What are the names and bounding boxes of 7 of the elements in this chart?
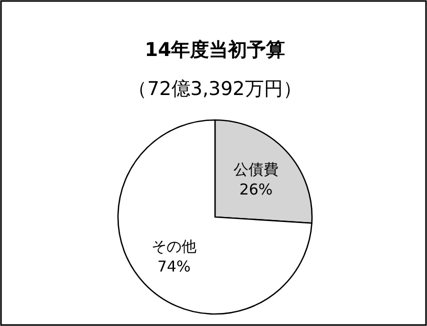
chart-subtitle: （72億3,392万円）: [128, 78, 302, 100]
data-label: 26%: [239, 180, 273, 198]
chart-title: 14年度当初予算: [144, 39, 286, 61]
slice-label: その他: [151, 238, 196, 256]
data-label: 74%: [157, 258, 191, 276]
slice-label: 公債費: [234, 160, 279, 178]
slice: 公債費 26%: [214, 119, 312, 224]
